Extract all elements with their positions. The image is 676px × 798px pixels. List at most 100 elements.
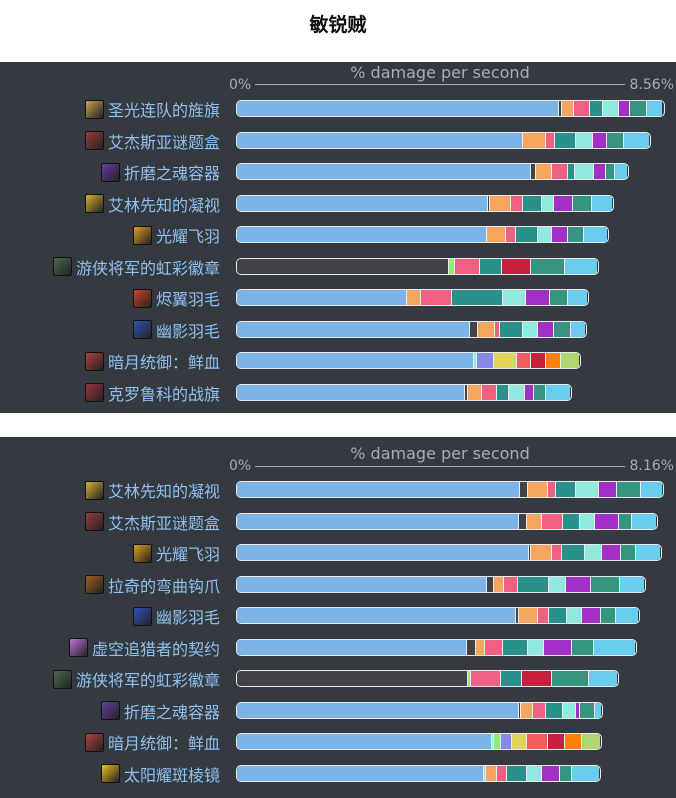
bar-segment-pink[interactable] <box>494 321 500 337</box>
bar-segment-purple[interactable] <box>618 101 630 116</box>
stacked-bar[interactable] <box>236 638 637 656</box>
bar-segment-mint[interactable] <box>528 639 545 655</box>
bar-segment-sky[interactable] <box>591 195 612 211</box>
bar-segment-orange[interactable] <box>561 101 574 116</box>
item-label[interactable]: 暗月统御：鲜血 <box>84 349 220 373</box>
bar-segment-teal[interactable] <box>562 513 581 529</box>
item-label[interactable]: 幽影羽毛 <box>132 604 220 628</box>
item-label[interactable]: 游侠将军的虹彩徽章 <box>52 255 220 279</box>
bar-segment-blue[interactable] <box>237 576 488 592</box>
bar-segment-lgreen[interactable] <box>467 671 471 686</box>
bar-segment-dark[interactable] <box>487 576 494 592</box>
bar-segment-pink[interactable] <box>541 513 563 529</box>
bar-segment-mint[interactable] <box>522 321 538 337</box>
item-label[interactable]: 折磨之魂容器 <box>100 160 220 184</box>
bar-segment-lime[interactable] <box>582 734 600 749</box>
bar-segment-pink[interactable] <box>537 608 549 623</box>
bar-segment-orange[interactable] <box>523 132 547 148</box>
bar-segment-orange[interactable] <box>520 702 533 718</box>
bar-segment-blue[interactable] <box>237 195 489 211</box>
stacked-bar[interactable] <box>236 257 600 275</box>
bar-segment-indigo[interactable] <box>500 734 512 749</box>
bar-segment-sky[interactable] <box>571 765 599 781</box>
bar-segment-green[interactable] <box>571 639 594 655</box>
bar-segment-sky[interactable] <box>594 702 602 718</box>
bar-segment-pink[interactable] <box>421 290 452 305</box>
bar-segment-mint[interactable] <box>508 384 525 400</box>
bar-segment-teal[interactable] <box>567 164 575 179</box>
bar-segment-mint[interactable] <box>580 513 595 529</box>
bar-segment-dark[interactable] <box>237 258 449 274</box>
bar-segment-green[interactable] <box>620 545 636 560</box>
bar-segment-teal[interactable] <box>556 482 577 497</box>
stacked-bar[interactable] <box>236 701 604 719</box>
bar-segment-teal[interactable] <box>523 195 543 211</box>
bar-segment-pink[interactable] <box>503 576 518 592</box>
bar-segment-teal[interactable] <box>517 576 549 592</box>
bar-segment-orange[interactable] <box>526 513 542 529</box>
bar-segment-green[interactable] <box>618 513 632 529</box>
item-label[interactable]: 幽影羽毛 <box>132 318 220 342</box>
bar-segment-blue[interactable] <box>237 639 467 655</box>
bar-segment-pink[interactable] <box>481 384 497 400</box>
bar-segment-teal[interactable] <box>503 639 529 655</box>
bar-segment-sky[interactable] <box>565 258 598 274</box>
bar-segment-sky[interactable] <box>567 290 587 305</box>
bar-segment-purple[interactable] <box>544 639 572 655</box>
bar-segment-pink[interactable] <box>552 164 568 179</box>
item-label[interactable]: 折磨之魂容器 <box>100 699 220 723</box>
bar-segment-blue[interactable] <box>237 321 470 337</box>
bar-segment-orange[interactable] <box>475 639 486 655</box>
bar-segment-blue[interactable] <box>237 101 559 116</box>
stacked-bar[interactable] <box>236 320 588 338</box>
bar-segment-teal[interactable] <box>479 258 502 274</box>
bar-segment-green[interactable] <box>533 384 546 400</box>
bar-segment-sky[interactable] <box>640 482 663 497</box>
bar-segment-mint[interactable] <box>538 227 552 242</box>
bar-segment-green[interactable] <box>549 290 568 305</box>
bar-segment-blue[interactable] <box>237 608 516 623</box>
bar-segment-teal[interactable] <box>451 290 504 305</box>
bar-segment-mint[interactable] <box>602 101 619 116</box>
bar-segment-blue[interactable] <box>237 290 408 305</box>
bar-segment-teal[interactable] <box>496 384 509 400</box>
stacked-bar[interactable] <box>236 163 629 180</box>
bar-segment-red[interactable] <box>521 671 553 686</box>
bar-segment-teal[interactable] <box>506 765 527 781</box>
item-label[interactable]: 艾林先知的凝视 <box>84 478 220 502</box>
bar-segment-pink[interactable] <box>506 227 517 242</box>
bar-segment-blue[interactable] <box>237 702 519 718</box>
stacked-bar[interactable] <box>236 194 614 212</box>
bar-segment-mint[interactable] <box>526 765 542 781</box>
stacked-bar[interactable] <box>236 352 582 369</box>
bar-segment-purple[interactable] <box>592 132 607 148</box>
bar-segment-yellow[interactable] <box>493 353 517 368</box>
bar-segment-dark[interactable] <box>519 482 528 497</box>
bar-segment-mint[interactable] <box>473 353 477 368</box>
bar-segment-purple[interactable] <box>566 576 592 592</box>
stacked-bar[interactable] <box>236 733 602 750</box>
bar-segment-green[interactable] <box>601 608 617 623</box>
bar-segment-dark[interactable] <box>237 671 468 686</box>
stacked-bar[interactable] <box>236 383 573 401</box>
bar-segment-purple[interactable] <box>576 702 581 718</box>
bar-segment-dark[interactable] <box>531 164 537 179</box>
item-label[interactable]: 拉奇的弯曲钩爪 <box>84 573 220 597</box>
bar-segment-orange[interactable] <box>536 164 552 179</box>
bar-segment-mint[interactable] <box>567 608 582 623</box>
bar-segment-green[interactable] <box>580 702 595 718</box>
bar-segment-pink[interactable] <box>511 195 524 211</box>
bar-segment-dark[interactable] <box>515 608 519 623</box>
stacked-bar[interactable] <box>236 289 589 306</box>
bar-segment-blue[interactable] <box>237 132 524 148</box>
bar-segment-purple[interactable] <box>537 321 555 337</box>
bar-segment-pink[interactable] <box>573 101 590 116</box>
item-label[interactable]: 虚空追猎者的契约 <box>68 636 220 660</box>
item-label[interactable]: 暗月统御：鲜血 <box>84 730 220 754</box>
bar-segment-green[interactable] <box>616 482 641 497</box>
bar-segment-purple[interactable] <box>553 195 573 211</box>
bar-segment-pink[interactable] <box>551 545 562 560</box>
stacked-bar[interactable] <box>236 670 619 687</box>
bar-segment-orange[interactable] <box>487 227 507 242</box>
bar-segment-mint[interactable] <box>563 702 577 718</box>
